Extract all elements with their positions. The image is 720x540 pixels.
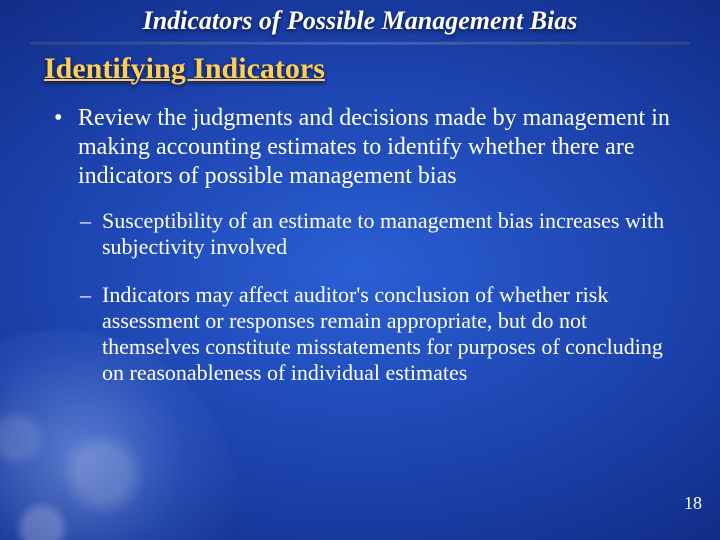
bullet-main-text: Review the judgments and decisions made … <box>78 105 670 189</box>
slide-title: Indicators of Possible Management Bias <box>0 6 720 36</box>
title-divider <box>30 42 690 45</box>
bullet-sub-2: Indicators may affect auditor's conclusi… <box>102 282 676 386</box>
bullet-sub-1: Susceptibility of an estimate to managem… <box>102 208 676 260</box>
bullet-main: Review the judgments and decisions made … <box>78 104 676 386</box>
bullet-list-level1: Review the judgments and decisions made … <box>44 104 676 386</box>
bullet-list-level2: Susceptibility of an estimate to managem… <box>78 208 676 386</box>
slide-subtitle: Identifying Indicators <box>44 52 325 86</box>
slide-body: Review the judgments and decisions made … <box>44 104 676 408</box>
page-number: 18 <box>684 493 702 514</box>
slide: Indicators of Possible Management Bias I… <box>0 0 720 540</box>
